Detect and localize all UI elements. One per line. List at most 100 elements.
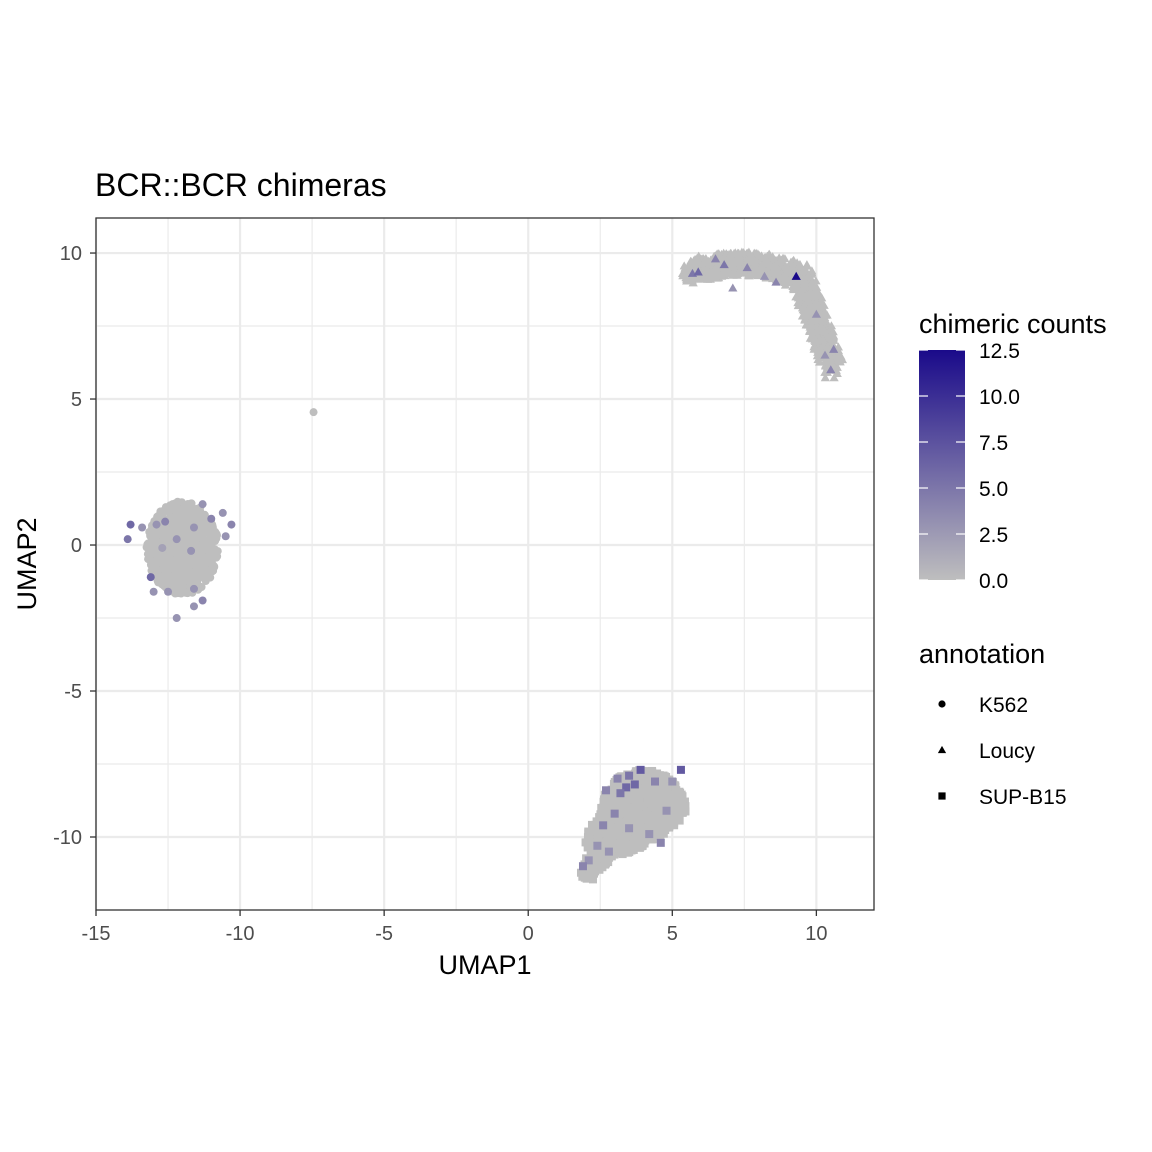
background-point: [813, 354, 823, 363]
highlighted-points: [123, 254, 839, 871]
background-point: [175, 578, 184, 587]
background-point: [642, 806, 651, 815]
background-point: [157, 580, 166, 589]
data-point: [578, 862, 587, 871]
legend-entry-label: Loucy: [979, 740, 1036, 763]
background-point: [744, 271, 754, 280]
data-point: [189, 584, 198, 593]
background-point: [637, 787, 646, 796]
background-point: [802, 261, 812, 270]
background-point: [677, 804, 686, 813]
background-point: [681, 274, 692, 283]
background-point: [664, 798, 673, 807]
background-point: [682, 265, 693, 274]
background-point: [592, 860, 601, 869]
background-point: [614, 830, 623, 839]
x-tick-label: 0: [523, 923, 534, 945]
background-point: [158, 559, 167, 568]
background-point: [646, 779, 655, 788]
background-point: [639, 813, 648, 822]
background-point: [653, 791, 662, 800]
background-point: [197, 540, 206, 549]
background-point: [609, 783, 618, 792]
background-point: [632, 836, 641, 845]
panel-border: [95, 217, 875, 911]
background-point: [593, 823, 602, 832]
background-point: [665, 822, 674, 831]
background-point: [604, 806, 613, 815]
background-point: [672, 801, 681, 810]
data-point: [693, 267, 703, 276]
background-point: [650, 811, 659, 820]
background-point: [649, 815, 658, 824]
background-point: [621, 833, 630, 842]
background-point: [818, 315, 828, 324]
background-point: [164, 581, 173, 590]
background-point: [202, 554, 211, 563]
background-point: [703, 273, 713, 282]
data-point: [651, 777, 660, 786]
data-point: [742, 263, 752, 272]
legend-key-square: [938, 792, 946, 800]
background-point: [663, 782, 672, 791]
data-point: [613, 774, 622, 783]
color-tick-label: 10.0: [979, 386, 1020, 409]
data-point: [161, 517, 170, 526]
background-point: [610, 815, 619, 824]
data-point: [610, 809, 619, 818]
background-point: [669, 810, 678, 819]
background-point: [681, 269, 691, 278]
color-bar-ticks: 12.5 10.0 7.5 5.0 2.5 0.0: [919, 340, 1020, 593]
background-point: [804, 304, 814, 313]
background-point: [624, 842, 633, 851]
background-point: [615, 819, 624, 828]
data-point: [602, 786, 611, 795]
data-point: [616, 789, 625, 798]
background-point: [692, 254, 702, 263]
background-point: [622, 795, 631, 804]
background-point: [636, 772, 645, 781]
data-point: [123, 535, 132, 544]
background-point: [633, 785, 642, 794]
background-point: [173, 588, 182, 597]
background-point: [598, 849, 607, 858]
background-point: [820, 347, 831, 356]
background-point: [771, 266, 782, 275]
data-point: [719, 260, 729, 269]
background-point: [836, 354, 846, 363]
data-point: [826, 365, 836, 374]
plot-panel: [94, 217, 875, 911]
data-point: [599, 821, 608, 830]
background-point: [205, 541, 214, 550]
data-point: [207, 514, 216, 523]
background-point: [648, 766, 657, 775]
background-point: [819, 325, 829, 334]
background-point: [167, 556, 176, 565]
background-point: [180, 506, 189, 515]
background-point: [578, 872, 587, 881]
background-point: [616, 799, 625, 808]
background-point: [624, 807, 633, 816]
x-axis: -15 -10 -5 0 5 10: [82, 910, 827, 945]
background-point: [617, 844, 626, 853]
background-point: [629, 845, 638, 854]
background-point: [768, 252, 778, 262]
background-point: [656, 824, 665, 833]
background-point: [630, 772, 639, 781]
color-bar: [919, 350, 965, 580]
background-point: [825, 355, 835, 364]
background-point: [607, 793, 616, 802]
background-point: [623, 816, 632, 825]
chart-title: BCR::BCR chimeras: [95, 167, 387, 203]
background-point: [811, 315, 821, 324]
background-point: [618, 824, 627, 833]
background-point: [794, 260, 804, 270]
background-point: [647, 835, 656, 844]
data-point: [710, 254, 721, 263]
shape-legend-title: annotation: [919, 639, 1045, 669]
background-point: [686, 257, 696, 266]
background-point: [795, 287, 805, 296]
shape-legend: annotation K562 Loucy SUP-B15: [919, 639, 1067, 809]
background-point: [636, 823, 645, 832]
